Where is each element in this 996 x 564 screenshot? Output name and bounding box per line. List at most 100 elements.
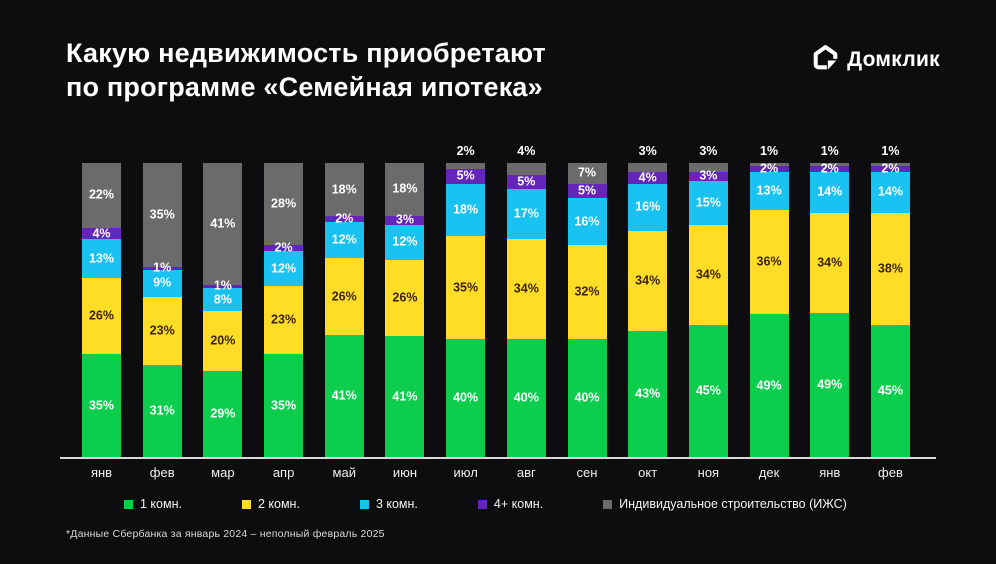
bar-segment-label: 15% [695,195,721,210]
legend-swatch [477,499,487,509]
bar-segment-label: 16% [574,214,600,229]
bar-segment-label: 16% [635,199,661,214]
bar-segment-label: 7% [577,165,597,180]
bar-segment: 35% [142,163,182,267]
bar-segment: 7% [567,163,607,184]
bar-segment-label: 23% [271,312,297,327]
bar-segment: 45% [688,324,728,457]
bar-segment-label: 18% [331,182,357,197]
bar-segment: 14% [870,171,910,213]
bar-segment: 13% [749,171,789,210]
bar-column-6: 18% 3% 12% 26% 41% [385,163,425,457]
bar-segment-label: 41% [331,388,357,403]
bar-segment-label: 34% [513,281,539,296]
bar-segment-label: 3% [638,144,657,158]
x-axis-label: мар [211,465,235,480]
bar-segment: 18% [324,163,364,217]
bar-segment-label: 26% [392,290,418,305]
bar-segment: 34% [628,230,668,331]
bar-segment-label: 40% [513,390,539,405]
bar-segment: 15% [688,180,728,225]
x-axis-label: янв [819,465,841,480]
bar-segment: 12% [385,224,425,260]
bar-segment: 12% [264,251,304,287]
x-axis-label: апр [272,465,295,480]
bar-segment-label: 40% [453,390,479,405]
bar-segment: 41% [203,163,243,285]
bar-column-5: 18% 2% 12% 26% 41% [324,163,364,457]
legend-label: 3 комн. [375,497,418,511]
x-axis-label: фев [878,465,903,480]
bar-segment: 29% [203,370,243,457]
bar-segment-label: 20% [210,333,236,348]
bar-segment-label: 1% [820,144,839,158]
x-axis-label: дек [758,465,780,480]
bar-column-4: 28% 2% 12% 23% 35% [264,163,304,457]
legend-item: 3 комн. [359,497,418,511]
bar-segment-label: 17% [513,206,539,221]
bar-segment-label: 4% [92,226,111,241]
bar-segment: 23% [142,296,182,365]
bar-segment: 3% [688,169,728,182]
bar-segment-label: 45% [877,383,903,398]
bar-segment-label: 23% [149,323,175,338]
bar-segment-label: 3% [699,144,718,158]
bar-segment: 3% [385,213,425,226]
bar-column-3: 41% 1% 8% 20% 29% [203,163,243,457]
bar-column-9: 7% 5% 16% 32% 40% [567,163,607,457]
x-axis-line [60,457,936,459]
bar-segment: 18% [446,183,486,237]
bar-segment-label: 13% [756,183,782,198]
bar-segment-label: 41% [392,389,418,404]
bar-segment-label: 32% [574,284,600,299]
bar-segment-label: 35% [88,398,115,413]
bar-column-8: 4% 5% 17% 34% 40% [506,145,546,457]
bar-segment-label: 8% [213,292,232,307]
bar-segment: 34% [506,239,546,340]
bar-segment-label: 35% [149,207,175,222]
legend-label: 4+ комн. [493,497,544,511]
bar-segment: 34% [688,224,728,325]
legend-item: 1 комн. [124,497,182,511]
bar-segment: 20% [203,311,243,371]
page-title-line-1: Какую недвижимость приобретают [66,38,546,68]
stacked-bar-chart: 22% 4% 13% 26% 35% 35% 1% 9% 23% 31% 41% 1% 8% 20% 29%… [82,145,910,457]
bar-segment: 43% [628,330,668,457]
bar-segment: 18% [385,163,425,216]
bar-segment-label: 49% [756,378,782,393]
bar-segment-label: 45% [695,383,721,398]
bar-column-11: 3% 3% 15% 34% 45% [688,145,728,457]
bar-segment: 4% [506,145,546,175]
bar-segment: 22% [82,163,121,228]
bar-segment: 3% [628,145,668,172]
legend-swatch [124,499,133,509]
bar-segment-label: 14% [877,184,903,199]
bar-segment-label: 18% [453,202,479,217]
bar-segment: 35% [82,354,121,457]
bar-segment: 14% [810,171,850,213]
bar-segment-label: 22% [88,187,115,202]
bar-segment-label: 5% [456,168,475,183]
x-axis-label: ноя [697,465,720,480]
bar-segment: 16% [628,183,668,231]
legend-item: 4+ комн. [477,497,544,511]
bar-segment: 4% [628,171,668,184]
bar-column-10: 3% 4% 16% 34% 43% [628,145,668,457]
bar-segment-label: 34% [635,273,661,288]
brand-name: Домклик [847,48,940,71]
bar-column-14: 1% 2% 14% 38% 45% [870,145,910,457]
bar-segment-label: 31% [149,403,175,418]
bar-segment: 9% [142,269,182,297]
x-axis-label: авг [516,465,536,480]
bar-segment-label: 5% [517,174,536,189]
bar-column-2: 35% 1% 9% 23% 31% [142,163,182,457]
bar-segment-label: 26% [88,308,115,323]
bar-segment-label: 36% [756,254,782,269]
bar-segment: 41% [385,336,425,457]
bar-segment: 5% [446,168,486,184]
bar-segment-label: 49% [817,377,843,392]
bar-segment-label: 9% [153,275,172,290]
x-axis-label: июн [392,465,418,480]
bar-segment-label: 29% [210,406,236,421]
